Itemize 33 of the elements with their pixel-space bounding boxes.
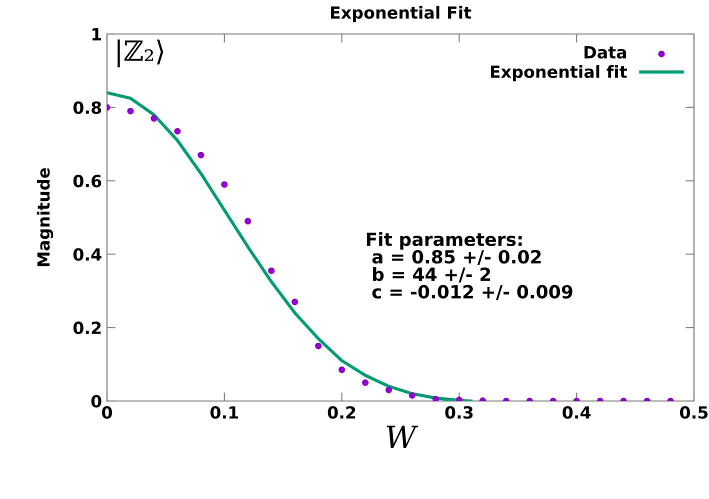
point (432, 396, 439, 401)
x-tick-label: 0.2 (328, 406, 356, 419)
point (221, 181, 228, 188)
x-tick-label: 0.3 (445, 406, 473, 419)
point (127, 108, 134, 114)
x-tick-label: 0.4 (562, 406, 591, 419)
point (292, 298, 298, 306)
x-tick-label: 0 (102, 406, 112, 419)
x-tick-label: 0.5 (680, 406, 708, 419)
point (408, 392, 416, 399)
x-tick-label: 0.1 (210, 406, 238, 419)
legend-label: Exponential fit (490, 65, 627, 82)
point (244, 218, 252, 224)
y-axis-title: Magnitude (36, 168, 54, 266)
point (198, 152, 204, 158)
annotation: Fit parameters: a = 0.85 +/- 0.02 b = 44 +/- 2 c = -0.012 +/- 0.009 (366, 232, 572, 300)
point (315, 342, 322, 350)
annotation: |ℤ₂⟩ (118, 40, 164, 68)
point (362, 379, 369, 386)
y-tick-label: 0.2 (73, 322, 101, 334)
point (174, 128, 181, 135)
point (386, 386, 392, 394)
y-tick-label: 0 (91, 394, 102, 408)
x-axis-title: W (386, 426, 418, 448)
y-tick-label: 0.6 (73, 174, 102, 188)
point (338, 366, 346, 374)
point (150, 115, 158, 122)
y-tick-label: 1 (92, 28, 101, 40)
legend-label: Data (584, 46, 626, 59)
y-tick-label: 0.8 (73, 101, 102, 114)
y-tick-label: 0.4 (73, 248, 102, 261)
point (268, 267, 275, 274)
chart-title: Exponential Fit (331, 6, 472, 22)
